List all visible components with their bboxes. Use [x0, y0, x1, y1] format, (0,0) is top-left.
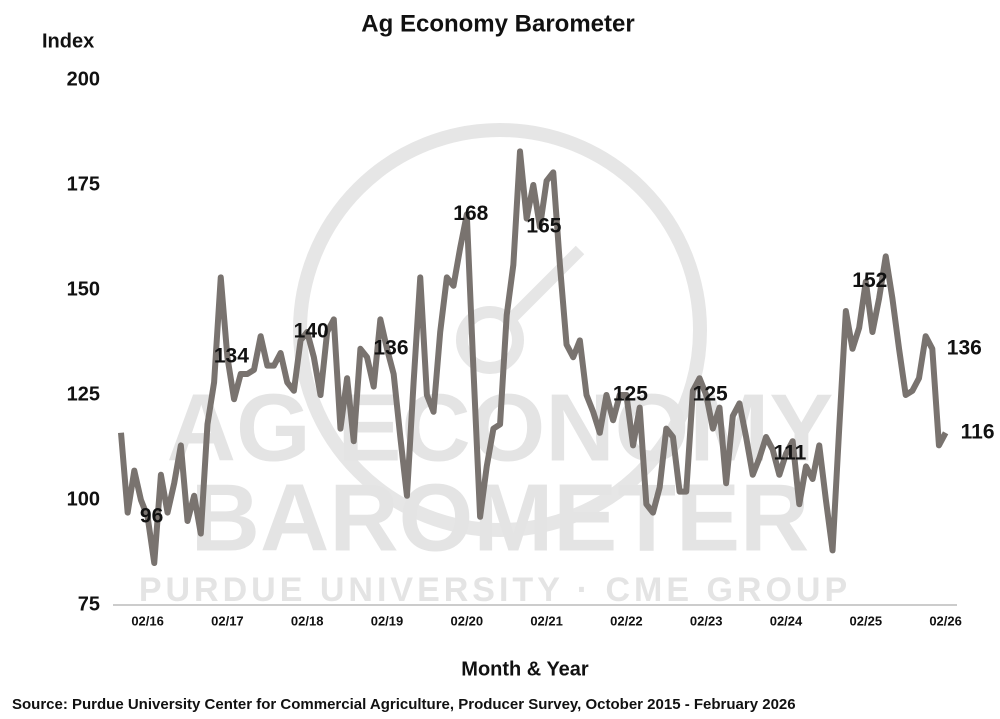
- x-axis-label: Month & Year: [461, 658, 589, 680]
- watermark-gauge-hub: [456, 306, 524, 374]
- y-tick-label: 175: [67, 173, 100, 195]
- data-label: 168: [453, 202, 488, 225]
- x-tick-label: 02/24: [770, 613, 803, 628]
- data-label: 96: [140, 504, 163, 527]
- chart-title: Ag Economy Barometer: [361, 10, 634, 37]
- watermark-text: BAROMETER: [191, 464, 810, 571]
- data-label: 125: [613, 383, 648, 406]
- x-tick-label: 02/20: [451, 613, 484, 628]
- data-label: 165: [526, 215, 561, 238]
- x-tick-label: 02/23: [690, 613, 723, 628]
- data-label: 116: [961, 420, 995, 443]
- x-tick-label: 02/17: [211, 613, 244, 628]
- source-note: Source: Purdue University Center for Com…: [12, 696, 796, 713]
- data-label: 125: [693, 383, 728, 406]
- data-label: 136: [947, 336, 982, 359]
- watermark-needle: [500, 245, 585, 330]
- data-label: 140: [294, 320, 329, 343]
- x-tick-label: 02/26: [929, 613, 962, 628]
- x-tick-label: 02/18: [291, 613, 324, 628]
- x-tick-label: 02/25: [850, 613, 883, 628]
- data-line: [118, 148, 949, 566]
- y-tick-label: 150: [67, 278, 100, 300]
- x-tick-label: 02/19: [371, 613, 404, 628]
- x-tick-label: 02/22: [610, 613, 643, 628]
- y-tick-label: 100: [67, 488, 100, 510]
- data-label: 152: [852, 269, 887, 292]
- data-label: 111: [774, 441, 807, 464]
- x-tick-label: 02/16: [131, 613, 164, 628]
- y-tick-label: 200: [67, 68, 100, 90]
- y-tick-label: 125: [67, 383, 100, 405]
- x-tick-label: 02/21: [530, 613, 563, 628]
- y-tick-label: 75: [78, 593, 100, 615]
- data-label: 134: [214, 345, 249, 368]
- watermark-text: PURDUE UNIVERSITY · CME GROUP: [139, 571, 851, 609]
- data-label: 136: [373, 336, 408, 359]
- y-axis-label: Index: [42, 30, 94, 52]
- watermark-gauge: [293, 123, 707, 537]
